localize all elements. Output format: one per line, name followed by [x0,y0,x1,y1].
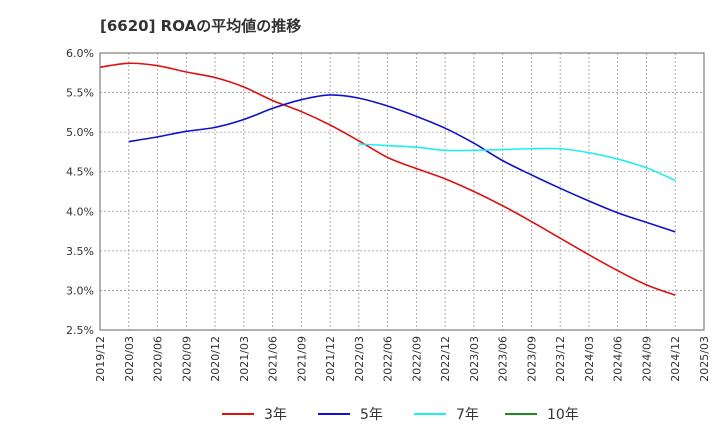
x-tick-label: 2020/09 [180,336,193,382]
x-tick-label: 2020/12 [209,336,222,382]
x-tick-label: 2023/03 [468,336,481,382]
x-tick-label: 2021/12 [324,336,337,382]
x-tick-label: 2020/03 [123,336,136,382]
chart-title: [6620] ROAの平均値の推移 [100,17,301,35]
series-line-0 [99,62,676,296]
legend-label-3: 10年 [547,407,579,423]
legend-label-1: 5年 [360,407,383,423]
x-tick-label: 2023/06 [497,336,510,382]
y-axis-ticks: 2.5% 3.0% 3.5% 4.0% 4.5% 5.0% 5.5% 6.0% [66,47,94,337]
y-tick-label: 4.5% [66,166,94,179]
x-tick-label: 2021/06 [267,336,280,382]
x-tick-label: 2024/03 [583,336,596,382]
x-tick-label: 2021/09 [295,336,308,382]
x-tick-label: 2024/06 [612,336,625,382]
series-line-2 [358,143,676,182]
x-tick-label: 2022/03 [353,336,366,382]
y-tick-label: 2.5% [66,324,94,337]
x-tick-label: 2020/06 [152,336,165,382]
x-tick-label: 2022/12 [439,336,452,382]
series-lines [99,62,676,296]
y-tick-label: 4.0% [66,205,94,218]
y-tick-label: 5.0% [66,126,94,139]
x-tick-label: 2023/09 [525,336,538,382]
x-tick-label: 2023/12 [554,336,567,382]
x-tick-label: 2024/09 [640,336,653,382]
plot-frame [99,52,705,331]
x-axis-ticks: 2019/12 2020/03 2020/06 2020/09 2020/12 2021/… [94,336,711,382]
x-tick-label: 2019/12 [94,336,107,382]
x-tick-label: 2022/06 [382,336,395,382]
x-tick-label: 2025/03 [698,336,711,382]
y-tick-label: 3.0% [66,284,94,297]
x-tick-label: 2022/09 [410,336,423,382]
grid-lines [99,52,705,331]
x-tick-label: 2024/12 [669,336,682,382]
y-tick-label: 5.5% [66,87,94,100]
series-line-1 [128,94,676,233]
y-tick-label: 3.5% [66,245,94,258]
x-tick-label: 2021/03 [238,336,251,382]
legend: 3年 5年 7年 10年 [222,407,579,423]
legend-label-2: 7年 [456,407,479,423]
y-tick-label: 6.0% [66,47,94,60]
legend-label-0: 3年 [264,407,287,423]
